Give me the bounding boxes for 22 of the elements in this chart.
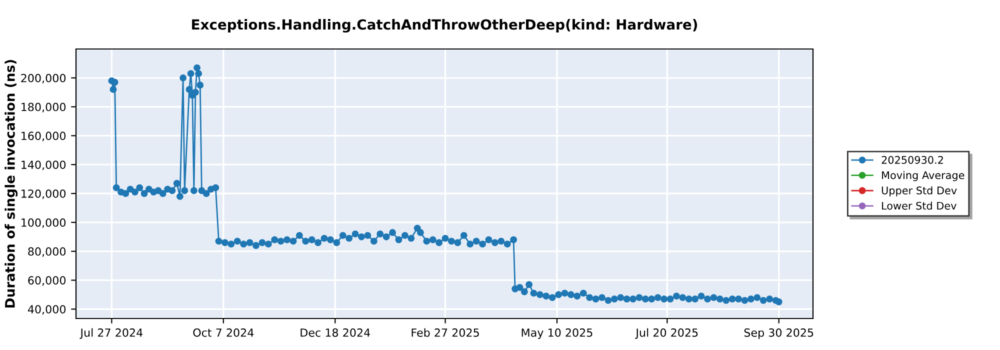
y-tick-label: 140,000 [22,160,66,170]
y-tick-label: 200,000 [21,74,66,84]
x-tick-label: Jul 27 2024 [80,328,143,339]
x-tick-label: Feb 27 2025 [412,328,479,337]
legend-label: Lower Std Dev [882,202,956,210]
x-tick-label: Sep 30 2025 [744,328,814,339]
y-axis-title: Duration of single invocation (ns) [4,60,18,308]
y-tick-label: 100,000 [22,218,66,228]
chart-title: Exceptions.Handling.CatchAndThrowOtherDeep(kind: Hardware) [192,19,698,33]
x-tick-label: Dec 18 2024 [300,328,370,337]
x-tick-label: May 10 2025 [522,328,592,339]
y-tick-label: 60,000 [28,276,66,286]
legend-label: Upper Std Dev [882,186,957,196]
y-tick-label: 160,000 [22,132,66,142]
y-tick-label: 120,000 [22,189,66,200]
y-tick-label: 80,000 [28,247,66,257]
y-tick-label: 40,000 [28,305,66,315]
x-tick-label: Oct 7 2024 [193,328,254,337]
legend-label: 20250930.2 [882,156,943,164]
x-tick-label: Jul 20 2025 [635,328,698,339]
y-tick-label: 180,000 [22,102,66,112]
legend-label: Moving Average [882,171,964,182]
